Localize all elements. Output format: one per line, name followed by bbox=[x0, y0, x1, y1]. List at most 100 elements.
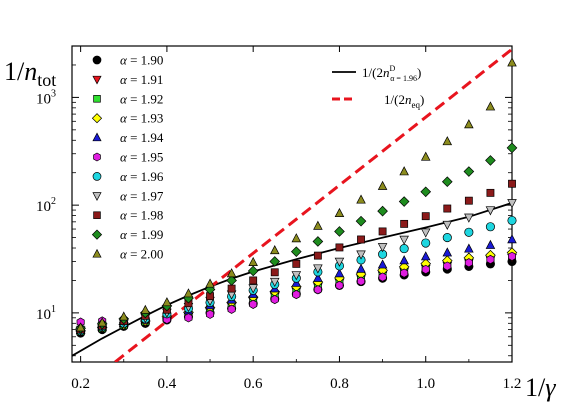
data-point bbox=[508, 251, 516, 261]
data-point bbox=[97, 317, 107, 327]
x-tick-label: 1.2 bbox=[503, 376, 522, 392]
legend-marker bbox=[92, 75, 102, 85]
data-point bbox=[313, 272, 323, 282]
data-point bbox=[442, 136, 453, 146]
legend-marker bbox=[93, 95, 101, 103]
legend-label: α = 1.97 bbox=[120, 188, 164, 203]
data-point bbox=[421, 238, 431, 248]
legend-marker bbox=[92, 172, 102, 181]
data-point bbox=[420, 251, 431, 261]
data-point bbox=[118, 311, 129, 321]
data-point bbox=[443, 261, 452, 271]
x-axis-label: 1/γ bbox=[525, 373, 556, 402]
data-point bbox=[399, 235, 409, 245]
data-point bbox=[507, 215, 517, 226]
data-point bbox=[441, 176, 453, 188]
data-point bbox=[291, 233, 302, 243]
legend-label: α = 1.93 bbox=[120, 111, 163, 126]
data-point bbox=[399, 166, 409, 176]
data-point bbox=[249, 299, 258, 309]
data-point bbox=[227, 284, 236, 293]
legend-label: α = 1.98 bbox=[120, 208, 163, 223]
data-point bbox=[227, 304, 236, 314]
data-point bbox=[140, 304, 151, 314]
data-point bbox=[292, 259, 301, 268]
data-point bbox=[247, 265, 259, 277]
data-point bbox=[357, 235, 365, 244]
data-point bbox=[290, 246, 302, 257]
data-point bbox=[357, 276, 366, 286]
legend-marker bbox=[92, 132, 102, 142]
legend-marker bbox=[91, 229, 103, 240]
data-point bbox=[248, 284, 258, 294]
legend-marker bbox=[92, 55, 102, 65]
legend-label: α = 1.92 bbox=[120, 91, 163, 106]
legend-line-label: 1/(2neq) bbox=[384, 92, 424, 110]
legend-marker bbox=[93, 152, 101, 162]
x-tick-label: 0.6 bbox=[244, 376, 263, 392]
data-point bbox=[507, 57, 517, 67]
data-point bbox=[464, 119, 474, 129]
data-point bbox=[399, 255, 409, 265]
data-point bbox=[442, 233, 452, 243]
data-point bbox=[312, 236, 324, 247]
data-point bbox=[421, 212, 430, 221]
data-point bbox=[248, 256, 258, 266]
legend-label: α = 1.95 bbox=[120, 150, 163, 165]
data-point bbox=[442, 247, 453, 257]
data-point bbox=[270, 294, 279, 305]
legend: α = 1.90 α = 1.91 α = 1.92 α = 1.93 α = 1.94… bbox=[91, 53, 164, 262]
x-tick-label: 0.2 bbox=[71, 376, 90, 392]
data-point bbox=[398, 196, 410, 207]
legend-label: α = 1.99 bbox=[120, 227, 163, 242]
legend-marker bbox=[92, 192, 102, 201]
legend-label: α = 2.00 bbox=[120, 247, 163, 262]
data-point bbox=[377, 259, 388, 269]
data-point bbox=[378, 227, 387, 236]
data-point bbox=[335, 280, 344, 290]
data-point bbox=[291, 271, 302, 281]
data-point bbox=[183, 288, 194, 298]
data-point bbox=[356, 250, 366, 260]
data-point bbox=[377, 180, 388, 190]
data-point bbox=[292, 289, 301, 300]
data-point bbox=[420, 186, 432, 198]
data-point bbox=[420, 228, 431, 238]
data-point bbox=[377, 243, 388, 253]
data-point bbox=[355, 215, 367, 227]
data-point bbox=[464, 196, 473, 205]
data-point bbox=[226, 275, 237, 286]
legend-label: α = 1.90 bbox=[120, 53, 163, 68]
data-point bbox=[485, 155, 496, 166]
data-point bbox=[356, 194, 366, 204]
legend-label: α = 1.96 bbox=[120, 169, 164, 184]
data-point bbox=[506, 142, 518, 154]
data-point bbox=[205, 278, 215, 288]
series-2.00 bbox=[75, 57, 517, 332]
data-point bbox=[507, 199, 517, 209]
x-tick-label: 0.8 bbox=[330, 376, 349, 392]
data-point bbox=[334, 257, 345, 267]
data-point bbox=[162, 297, 172, 307]
data-point bbox=[443, 204, 452, 213]
legend-label: α = 1.94 bbox=[120, 130, 164, 145]
data-point bbox=[75, 322, 86, 332]
data-point bbox=[464, 243, 474, 253]
legend-marker bbox=[93, 211, 101, 219]
data-point bbox=[464, 213, 474, 223]
data-point bbox=[249, 276, 258, 285]
data-point bbox=[485, 239, 496, 249]
data-point bbox=[463, 166, 475, 177]
data-point bbox=[269, 277, 280, 288]
data-point bbox=[269, 256, 281, 267]
y-tick-label: 101 bbox=[36, 304, 56, 323]
line-legend: 1/(2nD α = 1.96) 1/(2neq) bbox=[332, 64, 424, 110]
data-point bbox=[486, 188, 495, 197]
data-point bbox=[485, 206, 496, 216]
data-point bbox=[313, 251, 322, 260]
data-point bbox=[270, 268, 279, 277]
data-points bbox=[75, 57, 518, 338]
data-point bbox=[269, 245, 280, 255]
data-point bbox=[313, 285, 322, 295]
data-point bbox=[400, 219, 409, 228]
